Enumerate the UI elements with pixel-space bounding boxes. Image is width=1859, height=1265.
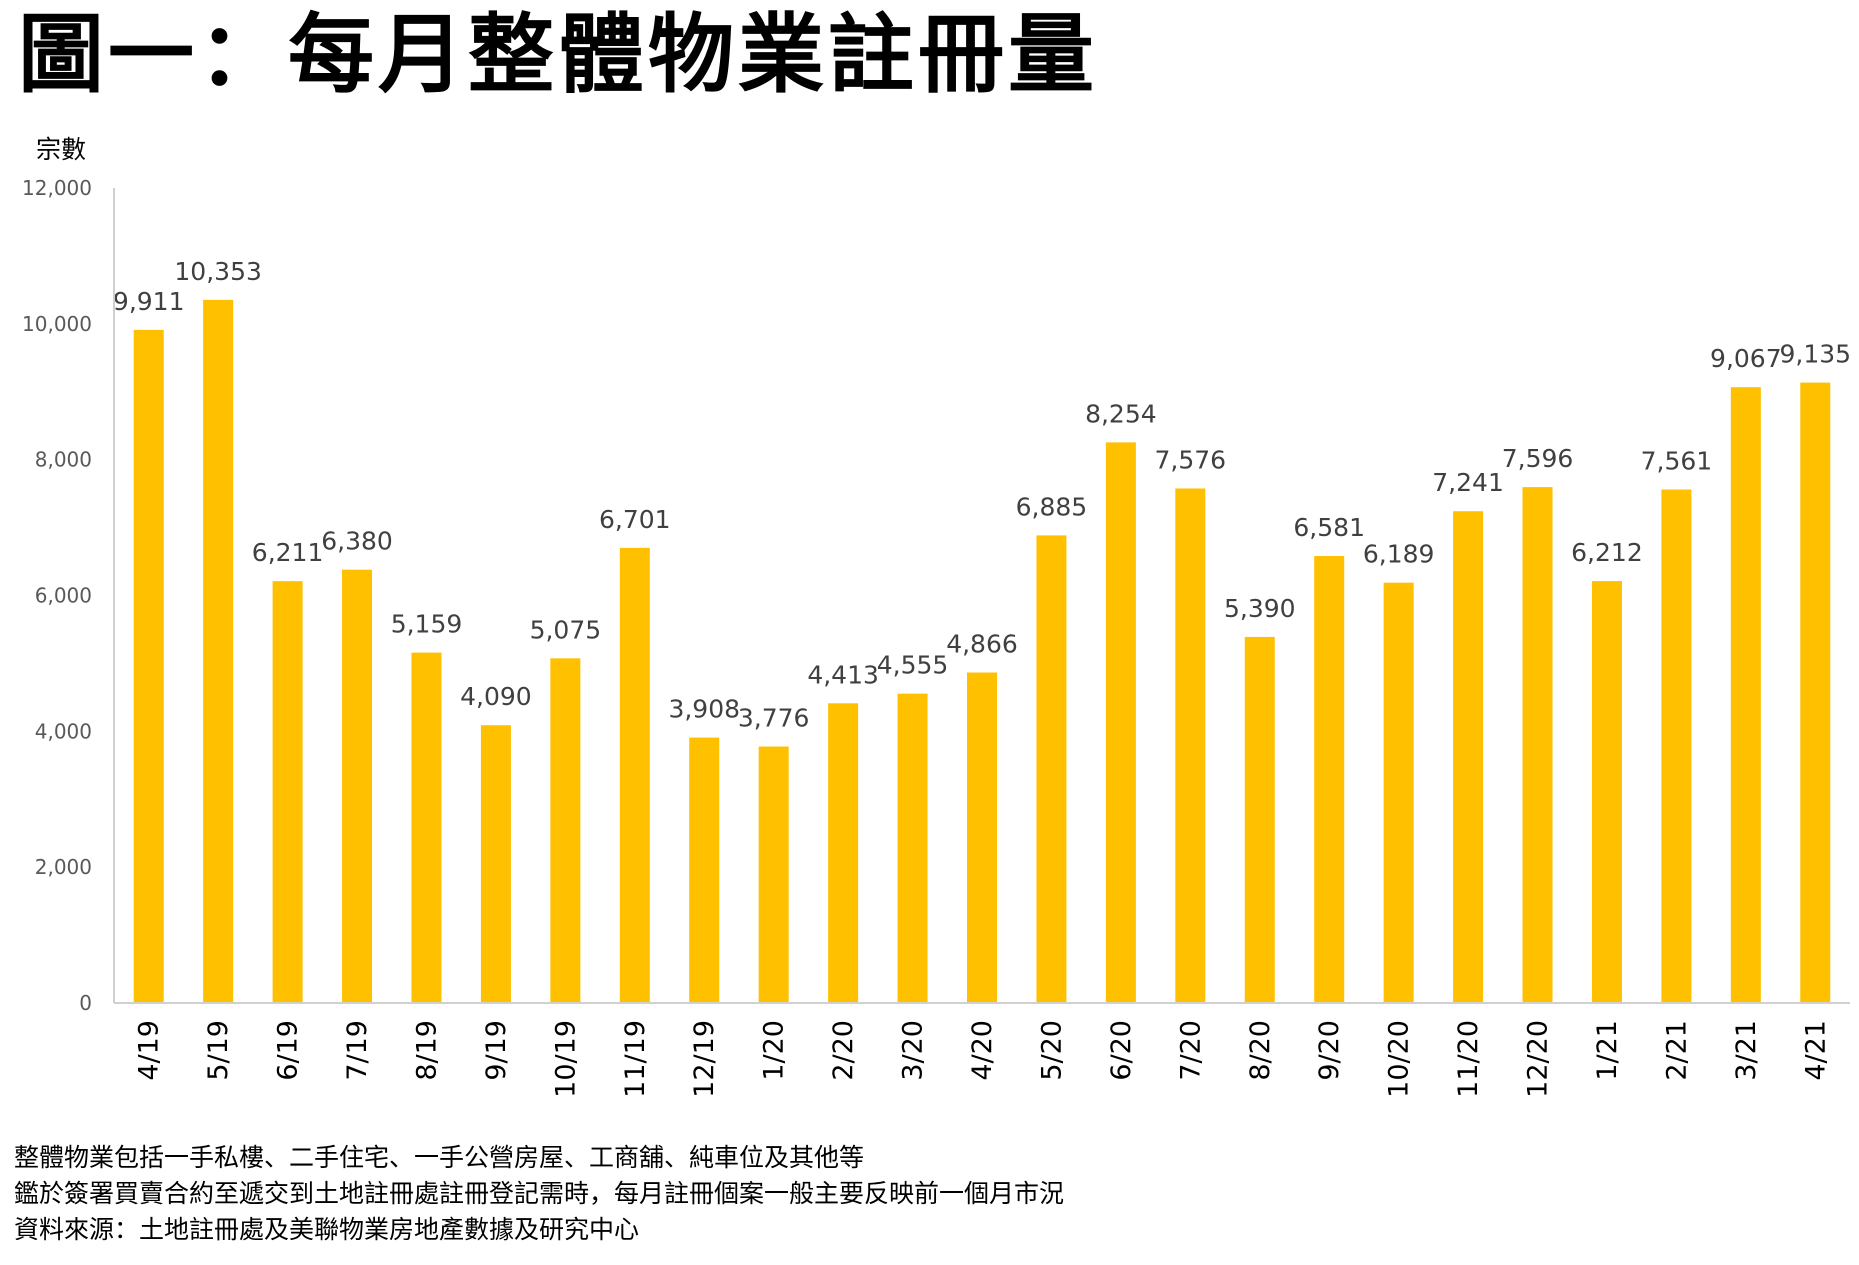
data-label: 7,561 — [1641, 446, 1713, 475]
x-tick-label: 8/19 — [411, 1020, 442, 1081]
y-tick-label: 10,000 — [22, 312, 92, 336]
x-tick-label: 9/19 — [481, 1020, 512, 1081]
data-label: 4,413 — [807, 660, 879, 689]
bar-4-19 — [133, 329, 164, 1003]
bar-3-20 — [897, 693, 928, 1003]
bar-2-21 — [1661, 489, 1692, 1004]
x-tick-label: 4/21 — [1800, 1020, 1831, 1081]
x-tick-label: 1/20 — [759, 1020, 790, 1081]
bar-7-20 — [1175, 488, 1206, 1003]
data-label: 6,380 — [321, 527, 393, 556]
footnotes: 整體物業包括一手私樓、二手住宅、一手公營房屋、工商舖、純車位及其他等 鑑於簽署買… — [14, 1140, 1064, 1248]
data-label: 6,212 — [1571, 538, 1643, 567]
x-tick-label: 10/20 — [1384, 1020, 1415, 1098]
data-label: 4,090 — [460, 682, 532, 711]
bar-10-20 — [1383, 582, 1414, 1003]
x-tick-label: 1/21 — [1592, 1020, 1623, 1081]
bar-6-19 — [272, 581, 303, 1003]
data-label: 9,067 — [1710, 344, 1782, 373]
y-axis-label: 宗數 — [36, 135, 86, 164]
data-label: 6,581 — [1293, 513, 1365, 542]
bar-1-21 — [1591, 581, 1622, 1003]
y-tick-label: 12,000 — [22, 176, 92, 200]
data-label: 6,701 — [599, 505, 671, 534]
data-label: 9,135 — [1779, 340, 1851, 369]
x-tick-label: 8/20 — [1245, 1020, 1276, 1081]
data-label: 6,189 — [1363, 540, 1435, 569]
x-tick-label: 4/19 — [134, 1020, 165, 1081]
x-tick-label: 12/20 — [1523, 1020, 1554, 1098]
bar-7-19 — [342, 569, 373, 1003]
data-label: 5,075 — [530, 615, 602, 644]
x-tick-label: 6/20 — [1106, 1020, 1137, 1081]
x-tick-label: 9/20 — [1314, 1020, 1345, 1081]
y-tick-label: 2,000 — [35, 855, 92, 879]
data-label: 4,866 — [946, 630, 1018, 659]
data-label: 7,596 — [1502, 444, 1574, 473]
bar-5-19 — [203, 299, 234, 1003]
page-title: 圖一：每月整體物業註冊量 — [18, 5, 1098, 105]
x-tick-label: 3/20 — [898, 1020, 929, 1081]
y-tick-label: 0 — [79, 991, 92, 1015]
bar-9-19 — [480, 725, 511, 1003]
bar-5-20 — [1036, 535, 1067, 1003]
bar-4-20 — [967, 672, 997, 1003]
x-tick-label: 2/20 — [828, 1020, 859, 1081]
bar-8-19 — [411, 652, 442, 1003]
x-tick-label: 10/19 — [550, 1020, 581, 1098]
footnote-timing: 鑑於簽署買賣合約至遞交到土地註冊處註冊登記需時，每月註冊個案一般主要反映前一個月… — [14, 1179, 1065, 1208]
footnote-scope: 整體物業包括一手私樓、二手住宅、一手公營房屋、工商舖、純車位及其他等 — [14, 1143, 865, 1172]
y-tick-label: 4,000 — [35, 719, 92, 743]
data-label: 5,159 — [391, 610, 463, 639]
x-tick-label: 7/20 — [1175, 1020, 1206, 1081]
data-label: 8,254 — [1085, 399, 1157, 428]
footnote-source: 資料來源：土地註冊處及美聯物業房地產數據及研究中心 — [14, 1215, 640, 1244]
data-label: 7,241 — [1432, 468, 1504, 497]
x-tick-label: 5/20 — [1036, 1020, 1067, 1081]
x-tick-label: 4/20 — [967, 1020, 998, 1081]
data-label: 7,576 — [1155, 445, 1227, 474]
data-label: 10,353 — [174, 257, 261, 286]
x-tick-label: 6/19 — [273, 1020, 304, 1081]
x-tick-label: 12/19 — [689, 1020, 720, 1098]
bar-9-20 — [1314, 556, 1345, 1003]
x-tick-label: 11/19 — [620, 1020, 651, 1098]
bar-3-21 — [1730, 387, 1761, 1003]
x-tick-label: 11/20 — [1453, 1020, 1484, 1098]
data-label: 3,776 — [738, 704, 810, 733]
bar-4-21 — [1800, 382, 1831, 1003]
data-label: 5,390 — [1224, 594, 1296, 623]
bar-12-20 — [1522, 487, 1553, 1004]
bar-11-20 — [1453, 511, 1484, 1003]
data-label: 6,885 — [1016, 492, 1088, 521]
x-tick-label: 7/19 — [342, 1020, 373, 1081]
bar-1-20 — [758, 746, 789, 1003]
bar-12-19 — [689, 737, 720, 1003]
bar-6-20 — [1105, 442, 1136, 1003]
y-tick-label: 8,000 — [35, 448, 92, 472]
x-tick-label: 5/19 — [203, 1020, 234, 1081]
x-tick-label: 3/21 — [1731, 1020, 1762, 1081]
data-label: 9,911 — [113, 287, 185, 316]
bar-2-20 — [828, 703, 859, 1003]
data-label: 4,555 — [877, 651, 949, 680]
y-tick-label: 6,000 — [35, 584, 92, 608]
bar-10-19 — [550, 658, 581, 1003]
bar-8-20 — [1244, 636, 1275, 1003]
data-label: 6,211 — [252, 538, 324, 567]
data-label: 3,908 — [668, 695, 740, 724]
bar-11-19 — [619, 547, 650, 1003]
x-tick-label: 2/21 — [1661, 1020, 1692, 1081]
